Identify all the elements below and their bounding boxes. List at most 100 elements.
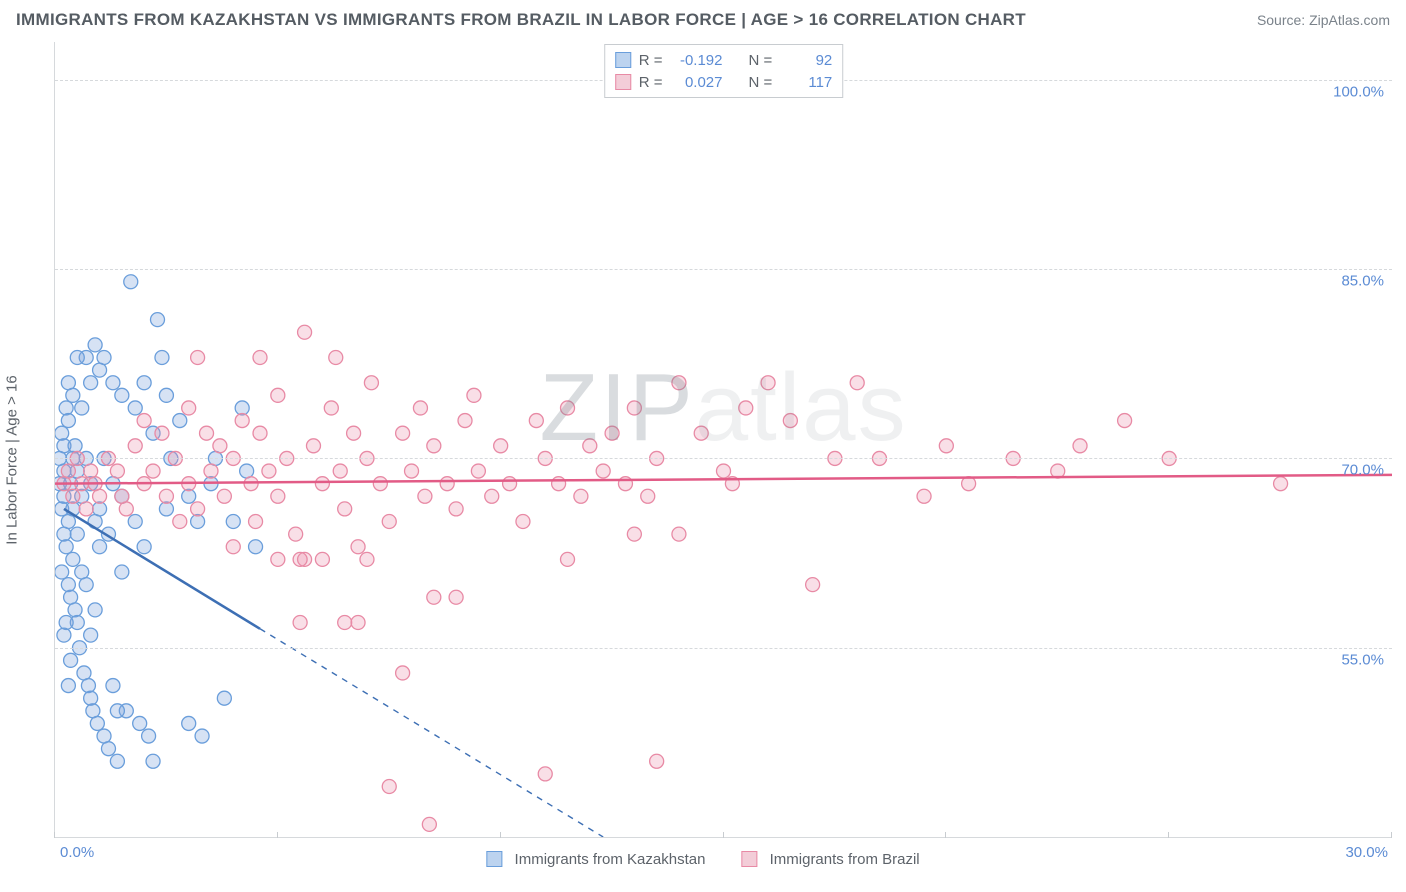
- data-point: [159, 502, 173, 516]
- data-point: [449, 502, 463, 516]
- data-point: [396, 426, 410, 440]
- legend-label: Immigrants from Brazil: [770, 851, 920, 868]
- data-point: [939, 439, 953, 453]
- swatch-brazil-icon: [741, 851, 757, 867]
- data-point: [641, 489, 655, 503]
- xtick: [945, 832, 946, 838]
- data-point: [93, 502, 107, 516]
- stats-n-value: 92: [780, 52, 832, 69]
- data-point: [159, 489, 173, 503]
- data-point: [471, 464, 485, 478]
- data-point: [271, 552, 285, 566]
- data-point: [68, 603, 82, 617]
- data-point: [57, 628, 71, 642]
- stats-n-label: N =: [749, 52, 773, 69]
- stats-row-kazakhstan: R = -0.192 N = 92: [615, 49, 833, 71]
- data-point: [93, 363, 107, 377]
- data-point: [485, 489, 499, 503]
- data-point: [182, 716, 196, 730]
- data-point: [240, 464, 254, 478]
- data-point: [182, 401, 196, 415]
- data-point: [128, 515, 142, 529]
- data-point: [338, 502, 352, 516]
- data-point: [159, 388, 173, 402]
- legend-item-kazakhstan: Immigrants from Kazakhstan: [486, 851, 705, 868]
- source-label: Source: ZipAtlas.com: [1257, 12, 1390, 28]
- data-point: [494, 439, 508, 453]
- data-point: [217, 691, 231, 705]
- ytick-label: 55.0%: [1341, 651, 1384, 668]
- data-point: [396, 666, 410, 680]
- data-point: [235, 401, 249, 415]
- data-point: [137, 540, 151, 554]
- chart-title: IMMIGRANTS FROM KAZAKHSTAN VS IMMIGRANTS…: [16, 10, 1026, 30]
- data-point: [561, 401, 575, 415]
- data-point: [191, 515, 205, 529]
- data-point: [427, 590, 441, 604]
- data-point: [418, 489, 432, 503]
- data-point: [155, 426, 169, 440]
- data-point: [627, 527, 641, 541]
- data-point: [694, 426, 708, 440]
- data-point: [77, 666, 91, 680]
- data-point: [70, 527, 84, 541]
- data-point: [458, 414, 472, 428]
- data-point: [293, 552, 307, 566]
- data-point: [110, 464, 124, 478]
- data-point: [61, 464, 75, 478]
- data-point: [110, 704, 124, 718]
- data-point: [173, 414, 187, 428]
- data-point: [289, 527, 303, 541]
- data-point: [449, 590, 463, 604]
- data-point: [93, 540, 107, 554]
- data-point: [55, 426, 69, 440]
- data-point: [191, 350, 205, 364]
- data-point: [81, 679, 95, 693]
- data-point: [293, 615, 307, 629]
- data-point: [351, 540, 365, 554]
- data-point: [315, 477, 329, 491]
- swatch-brazil-icon: [615, 74, 631, 90]
- data-point: [382, 780, 396, 794]
- data-point: [253, 426, 267, 440]
- data-point: [315, 552, 329, 566]
- swatch-kazakhstan-icon: [486, 851, 502, 867]
- data-point: [783, 414, 797, 428]
- y-axis-label: In Labor Force | Age > 16: [4, 375, 21, 544]
- data-point: [561, 552, 575, 566]
- data-point: [761, 376, 775, 390]
- data-point: [115, 489, 129, 503]
- data-point: [627, 401, 641, 415]
- data-point: [200, 426, 214, 440]
- xtick: [1391, 832, 1392, 838]
- data-point: [66, 489, 80, 503]
- data-point: [106, 376, 120, 390]
- xtick: [723, 832, 724, 838]
- data-point: [1073, 439, 1087, 453]
- legend-label: Immigrants from Kazakhstan: [515, 851, 706, 868]
- data-point: [75, 565, 89, 579]
- data-point: [146, 464, 160, 478]
- data-point: [128, 401, 142, 415]
- ytick-label: 100.0%: [1333, 83, 1384, 100]
- data-point: [61, 515, 75, 529]
- data-point: [262, 464, 276, 478]
- data-point: [97, 729, 111, 743]
- data-point: [88, 603, 102, 617]
- data-point: [195, 729, 209, 743]
- data-point: [329, 350, 343, 364]
- data-point: [672, 527, 686, 541]
- data-point: [217, 489, 231, 503]
- data-point: [574, 489, 588, 503]
- data-point: [1274, 477, 1288, 491]
- data-point: [64, 590, 78, 604]
- data-point: [271, 388, 285, 402]
- data-point: [650, 754, 664, 768]
- legend-bottom: Immigrants from Kazakhstan Immigrants fr…: [486, 851, 919, 868]
- legend-item-brazil: Immigrants from Brazil: [741, 851, 919, 868]
- data-point: [137, 376, 151, 390]
- data-point: [552, 477, 566, 491]
- data-point: [115, 565, 129, 579]
- data-point: [90, 716, 104, 730]
- data-point: [75, 401, 89, 415]
